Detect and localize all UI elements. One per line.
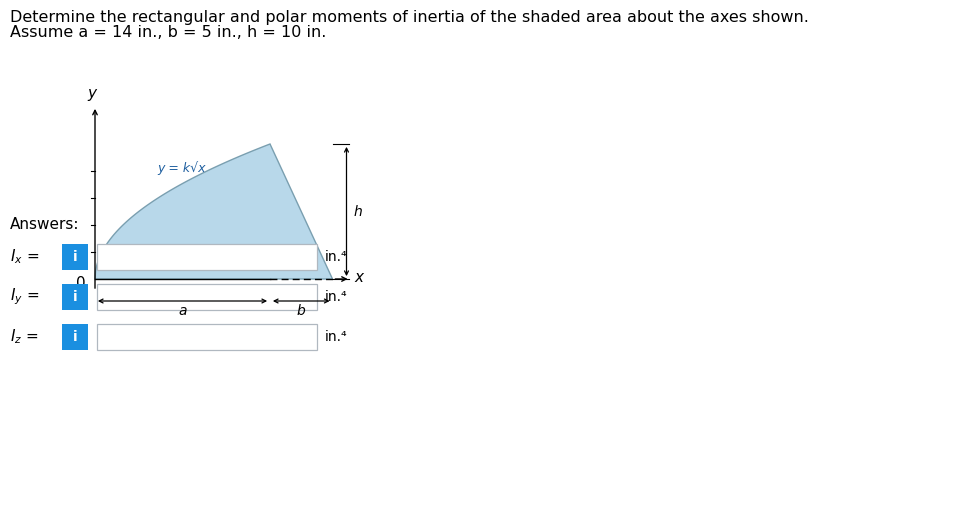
FancyBboxPatch shape xyxy=(97,284,317,310)
FancyBboxPatch shape xyxy=(62,244,88,270)
Text: y = k√x: y = k√x xyxy=(157,161,205,175)
Text: Determine the rectangular and polar moments of inertia of the shaded area about : Determine the rectangular and polar mome… xyxy=(10,10,809,25)
Text: i: i xyxy=(73,290,78,304)
Text: i: i xyxy=(73,330,78,344)
Text: y: y xyxy=(87,86,97,101)
FancyBboxPatch shape xyxy=(97,244,317,270)
FancyBboxPatch shape xyxy=(62,324,88,350)
Text: in.⁴: in.⁴ xyxy=(325,330,348,344)
Polygon shape xyxy=(95,144,332,279)
Text: Assume a = 14 in., b = 5 in., h = 10 in.: Assume a = 14 in., b = 5 in., h = 10 in. xyxy=(10,25,326,40)
Text: x: x xyxy=(354,270,364,286)
Text: i: i xyxy=(73,250,78,264)
FancyBboxPatch shape xyxy=(97,324,317,350)
Text: Answers:: Answers: xyxy=(10,217,80,232)
FancyBboxPatch shape xyxy=(62,284,88,310)
Text: $I_y$ =: $I_y$ = xyxy=(10,287,39,307)
Text: b: b xyxy=(297,304,305,318)
Text: in.⁴: in.⁴ xyxy=(325,290,348,304)
Text: h: h xyxy=(353,204,362,219)
Text: in.⁴: in.⁴ xyxy=(325,250,348,264)
Text: $I_x$ =: $I_x$ = xyxy=(10,248,39,266)
Text: 0: 0 xyxy=(77,276,86,291)
Text: $I_z$ =: $I_z$ = xyxy=(10,328,38,346)
Text: a: a xyxy=(179,304,187,318)
